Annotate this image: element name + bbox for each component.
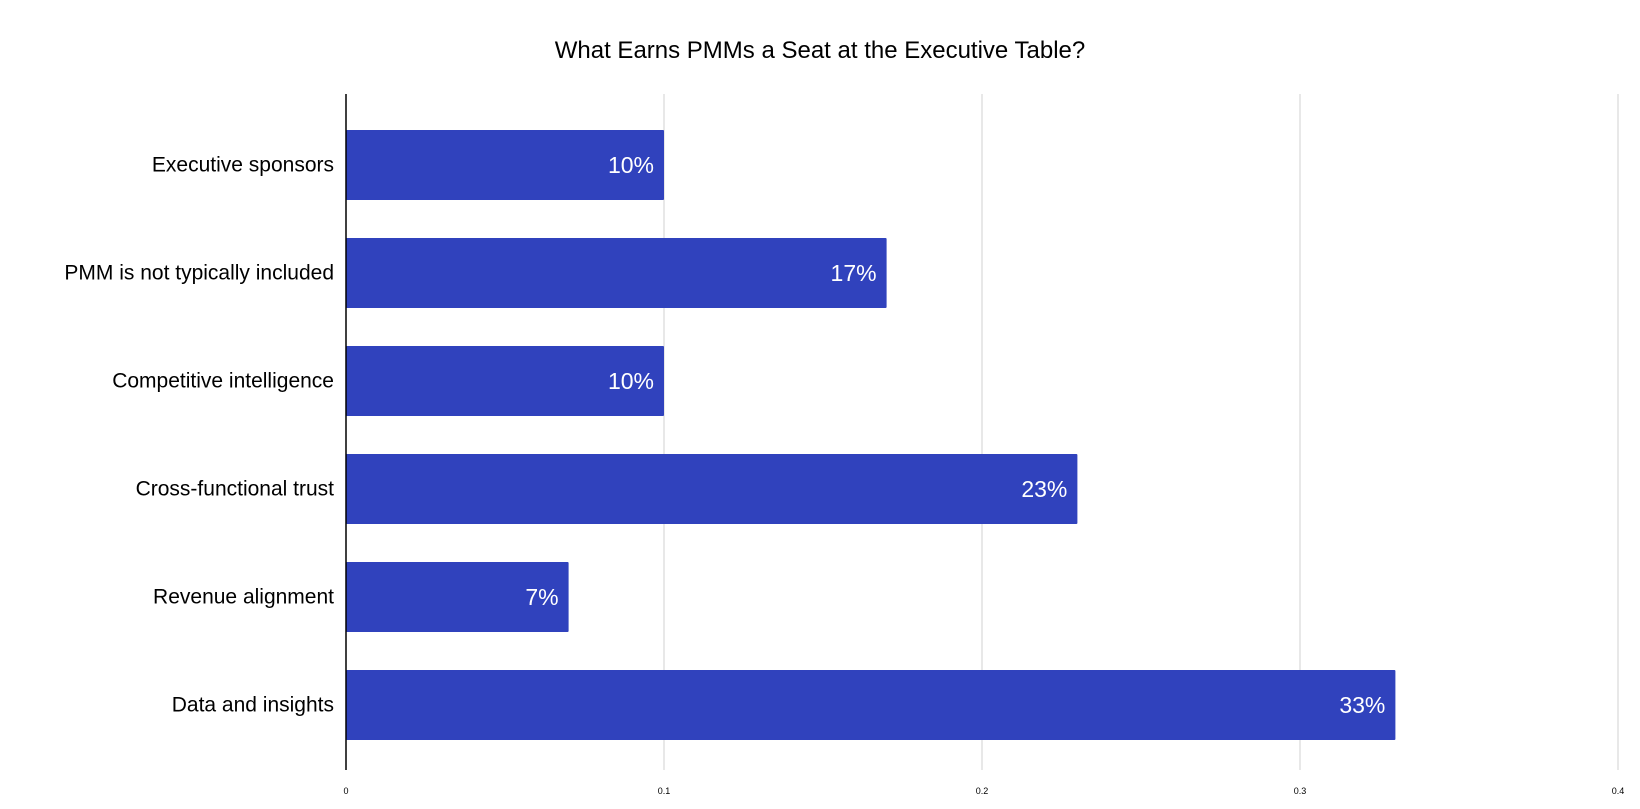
gridlines [663,94,1619,770]
category-label: Executive sponsors [152,154,334,177]
bar [346,670,1396,740]
x-tick-label: 0.3 [1294,786,1307,796]
data-label: 23% [1021,476,1067,502]
data-label: 17% [831,260,877,286]
category-label: Competitive intelligence [112,370,334,393]
x-tick-label: 0 [343,786,348,796]
x-tick-label: 0.4 [1612,786,1625,796]
category-labels: Executive sponsors PMM is not typically i… [64,154,334,717]
x-tick-label: 0.2 [976,786,989,796]
bar [346,562,569,632]
bar [346,346,664,416]
category-label: Revenue alignment [153,586,334,609]
data-label: 7% [525,584,558,610]
bar [346,454,1078,524]
x-tick-label: 0.1 [658,786,671,796]
data-label: 10% [608,152,654,178]
category-label: Cross-functional trust [136,478,335,501]
category-label: Data and insights [172,694,334,717]
chart-title: What Earns PMMs a Seat at the Executive … [555,37,1085,64]
bar [346,130,664,200]
data-label: 33% [1339,692,1385,718]
bars [346,130,1396,740]
category-label: PMM is not typically included [64,262,334,285]
data-label: 10% [608,368,654,394]
data-labels: 10% 17% 10% 23% 7% 33% [525,152,1385,718]
bar [346,238,887,308]
x-tick-labels: 0 0.1 0.2 0.3 0.4 [343,786,1624,796]
